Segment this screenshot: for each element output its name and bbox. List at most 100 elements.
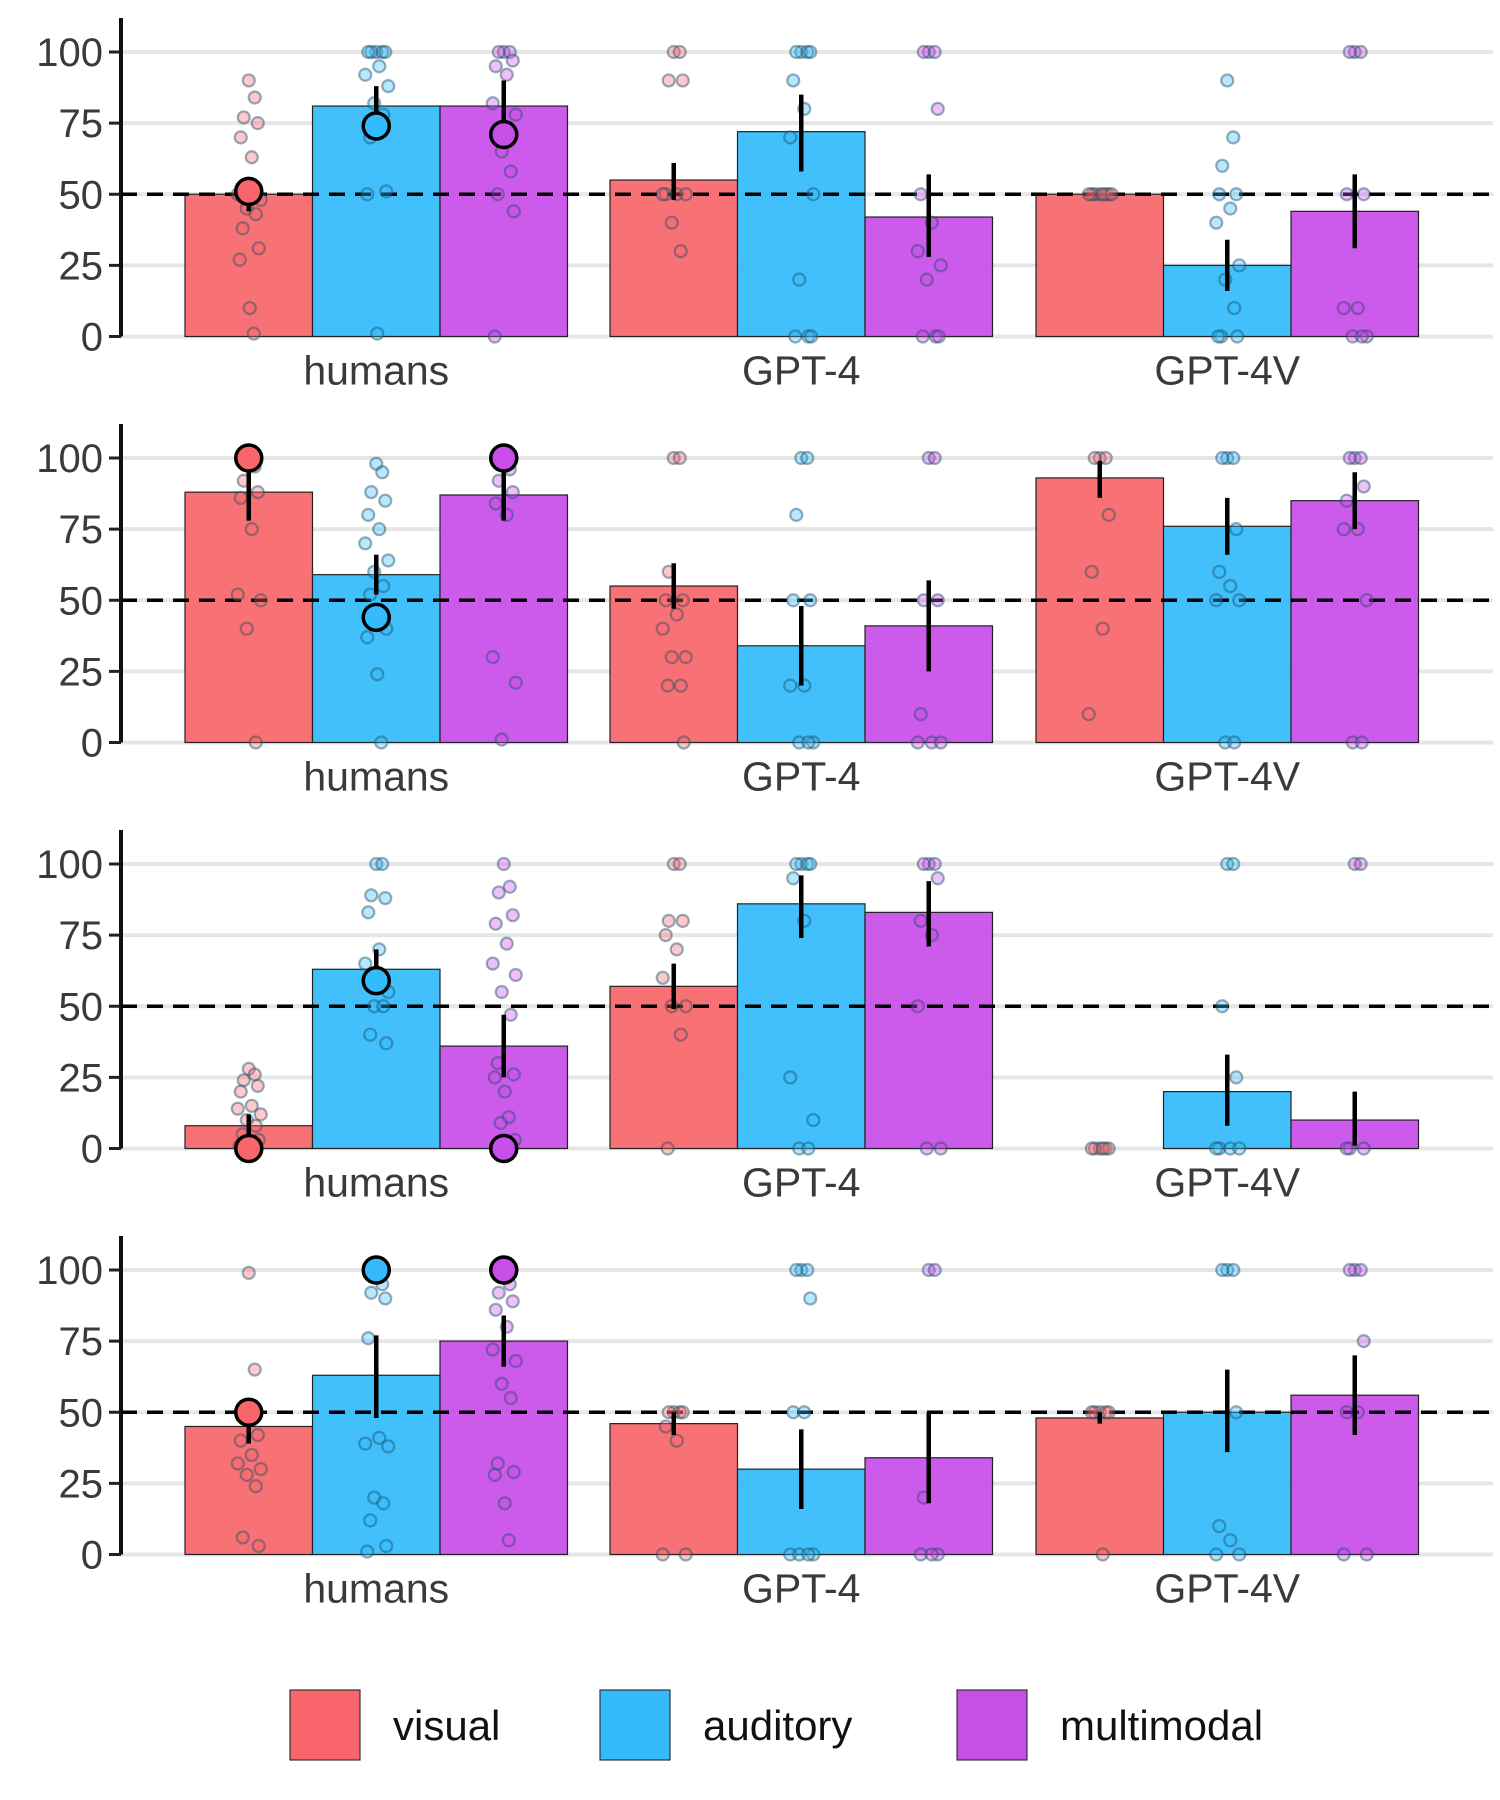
data-point [379,184,394,199]
data-point [1212,564,1227,579]
data-point [658,1419,673,1434]
data-point [794,1262,809,1278]
data-point [1232,593,1247,608]
data-point [232,252,247,267]
data-point [1081,706,1096,722]
data-point [363,1513,378,1528]
data-point [1098,187,1113,202]
data-point [675,73,690,88]
data-point [1336,522,1351,537]
data-point [360,630,375,645]
data-point [1356,187,1371,202]
data-point [502,44,517,60]
data-point [1232,1141,1247,1156]
data-point [801,1141,816,1156]
y-tick-label: 25 [59,650,104,694]
data-point [921,1262,936,1278]
y-tick-label: 0 [81,722,103,766]
data-point [233,1084,248,1099]
data-point [501,1533,516,1548]
data-point [801,735,816,750]
highlight-point [234,176,264,207]
data-point [919,272,934,287]
highlight-point [234,1133,264,1164]
data-point [488,1302,503,1317]
highlight-point [234,1397,264,1427]
data-point [488,59,503,74]
data-point [910,999,925,1014]
data-point [1359,1547,1374,1562]
data-point [487,1070,502,1085]
data-point [491,44,506,60]
data-point [792,272,807,287]
data-point [661,913,676,929]
chart-panel-4: 0 25 50 75 100 humans GPT-4 GPT-4V [36,1236,1493,1612]
data-point [375,465,390,480]
data-point [1230,329,1245,344]
x-category-label: GPT-4V [1154,1160,1300,1206]
legend-swatch-visual [289,1689,361,1761]
data-point [1220,450,1235,466]
x-category-label: GPT-4V [1154,754,1300,800]
legend-label-multimodal: multimodal [1060,1702,1263,1749]
data-point [248,207,263,222]
data-point [378,1291,393,1306]
y-tick-label: 100 [36,843,103,887]
data-point [1226,1262,1241,1278]
y-tick-label: 25 [59,1462,104,1506]
data-point [250,1078,265,1094]
data-point [1227,735,1242,750]
data-point [233,490,248,505]
data-point [494,1376,509,1391]
data-point [803,593,818,608]
data-point [1336,1547,1351,1562]
data-point [361,507,376,523]
x-category-label: GPT-4 [742,348,860,394]
data-point [244,1098,259,1113]
chart-panel-3: 0 25 50 75 100 humans GPT-4 GPT-4V [36,830,1493,1206]
data-point [1229,1070,1244,1085]
highlight-point [234,443,264,473]
data-point [804,329,819,344]
bar-auditory-GPT-4V [1162,525,1292,744]
bar-visual-GPT-4 [609,985,739,1150]
data-point [506,204,521,219]
y-tick-label: 75 [59,914,104,958]
data-point [1212,1518,1227,1534]
bar-multimodal-GPT-4 [864,911,994,1150]
data-point [506,1464,521,1480]
data-point [1353,44,1368,60]
data-point [375,44,390,60]
y-tick-label: 75 [59,1320,104,1364]
data-point [364,485,379,500]
data-point [1353,450,1368,466]
data-point [1215,450,1230,466]
data-point [241,1265,256,1280]
data-point [235,221,250,236]
data-point [1095,1547,1110,1562]
legend-swatch-multimodal [956,1689,1028,1761]
data-point [358,956,373,971]
data-point [503,164,518,179]
data-point [806,735,821,750]
data-point [786,593,801,608]
highlight-point [489,1255,519,1285]
data-point [493,1115,508,1130]
data-point [508,107,523,122]
data-point [1095,1141,1110,1156]
data-point [1229,522,1244,537]
data-point [789,1262,804,1278]
bar-visual-GPT-4 [609,1423,739,1556]
data-point [924,735,939,750]
data-point [792,1141,807,1156]
data-point [797,1405,812,1420]
data-point [1087,1141,1102,1156]
data-point [505,485,520,500]
data-point [1339,493,1354,508]
data-point [806,1547,821,1562]
y-tick-label: 50 [59,579,104,623]
data-point [913,1547,928,1562]
data-point [1339,1141,1354,1156]
data-point [927,1262,942,1278]
data-point [678,1547,693,1562]
